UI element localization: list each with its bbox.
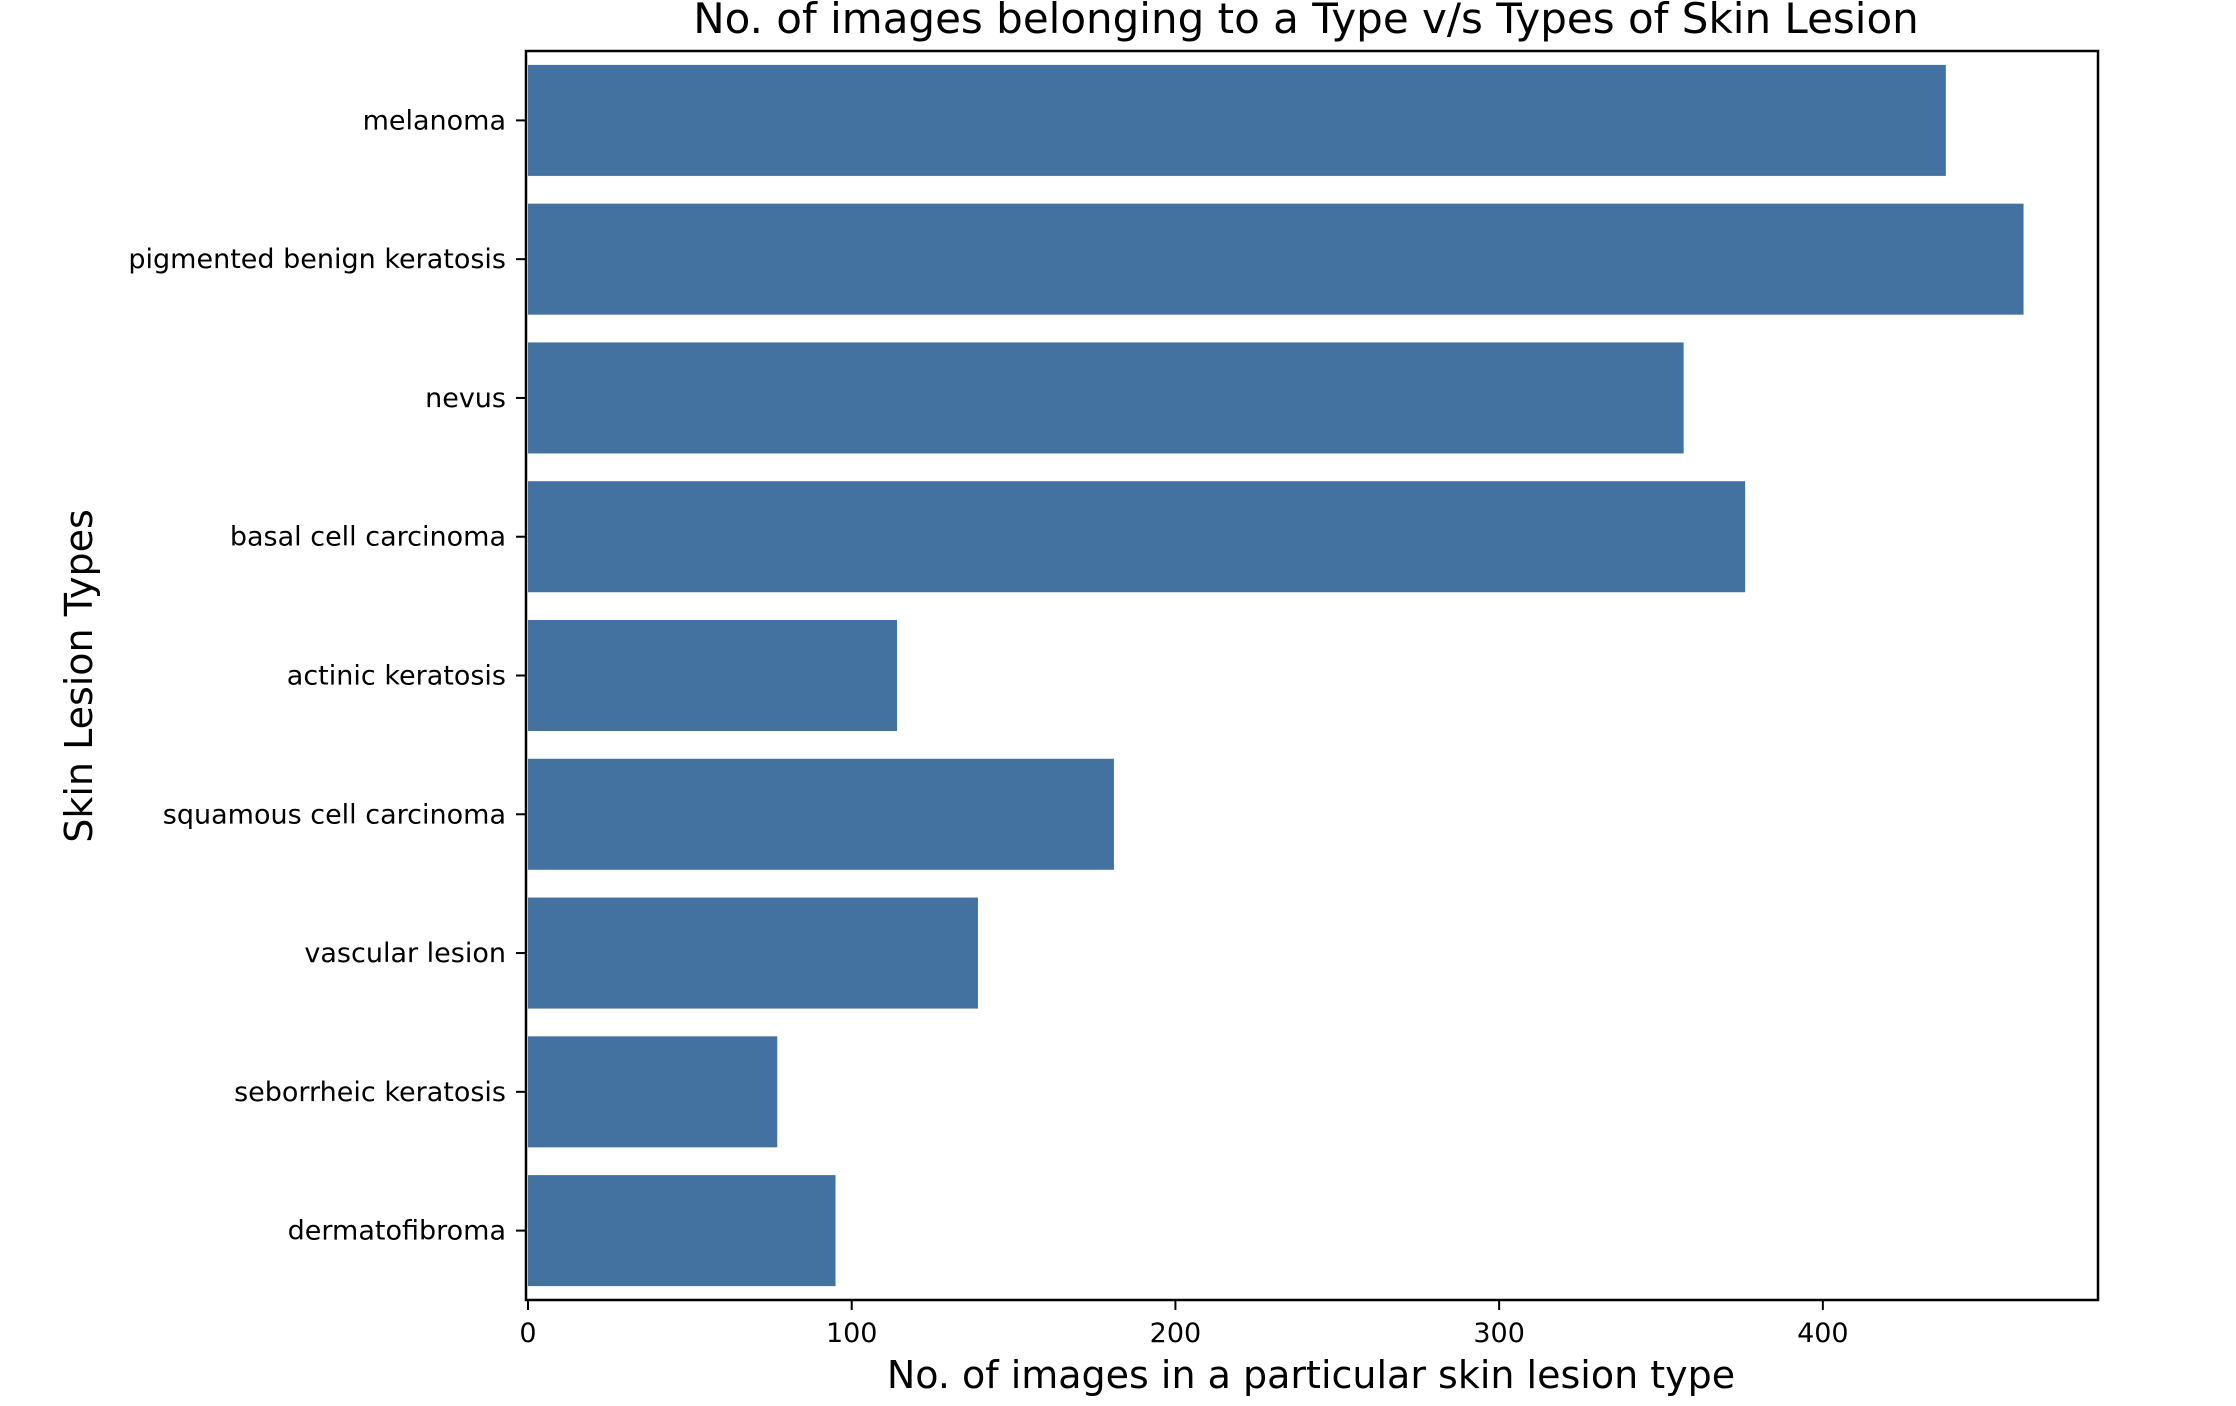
y-axis-ticks: melanoma pigmented benign keratosis nevus b… [128,105,526,1247]
x-axis-label: No. of images in a particular skin lesio… [887,1353,1735,1397]
y-tick-label: squamous cell carcinoma [163,799,506,830]
bar [528,64,1946,176]
bar [528,203,2024,315]
bar [528,619,898,732]
bar [528,1175,836,1287]
x-tick-label: 300 [1473,1318,1525,1349]
y-tick-label: nevus [425,383,506,414]
y-tick-label: seborrheic keratosis [234,1077,506,1108]
x-tick-label: 100 [826,1318,878,1349]
bar [528,1036,778,1148]
bar [528,342,1684,454]
bar [528,481,1746,593]
y-tick-label: melanoma [363,105,506,136]
chart-title: No. of images belonging to a Type v/s Ty… [693,0,1919,43]
y-tick-label: vascular lesion [304,938,506,969]
bar [528,758,1114,870]
y-tick-label: dermatofibroma [288,1216,506,1247]
plot-frame [524,49,2100,1302]
bar-group [528,64,2024,1287]
x-axis-ticks: 0 100 200 300 400 [519,1300,1849,1349]
x-tick-label: 400 [1797,1318,1849,1349]
y-axis-label: Skin Lesion Types [57,509,101,843]
x-tick-label: 200 [1150,1318,1202,1349]
y-tick-label: pigmented benign keratosis [128,244,506,275]
y-tick-label: actinic keratosis [287,661,506,692]
x-tick-label: 0 [519,1318,536,1349]
bar [528,897,978,1009]
y-tick-label: basal cell carcinoma [230,522,506,553]
plot-area: melanoma pigmented benign keratosis nevus b… [128,49,2100,1349]
